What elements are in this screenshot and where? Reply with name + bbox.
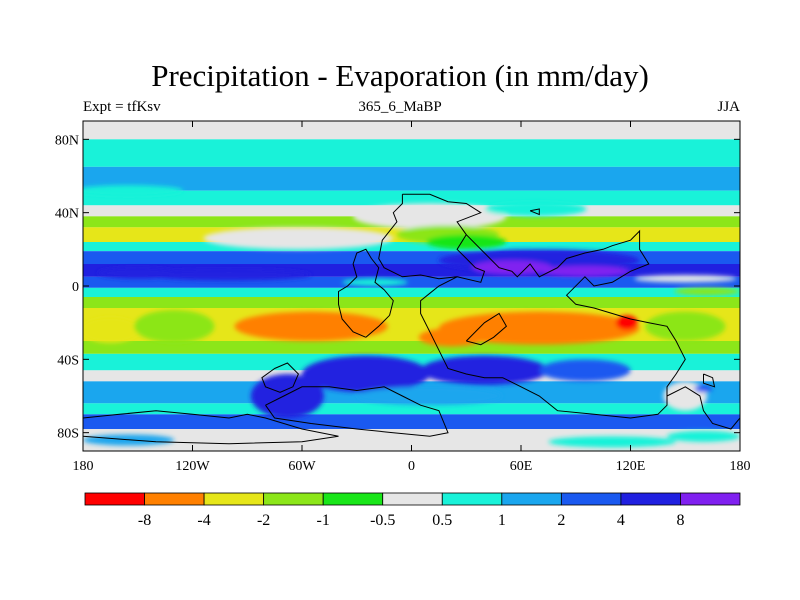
x-tick-label-0: 180	[73, 459, 94, 474]
colorbar-swatch-6	[441, 492, 503, 506]
field-blob-25	[356, 386, 503, 406]
field-blob-2	[484, 201, 587, 217]
colorbar-label-4: -0.5	[370, 512, 395, 529]
coastlines	[83, 193, 740, 445]
colorbar-swatch-7	[501, 492, 562, 506]
coastline-7	[666, 386, 740, 430]
coastline-8	[703, 373, 716, 388]
field-blob-22	[420, 355, 549, 386]
coastline-9	[529, 208, 540, 216]
colorbar-swatch-4	[322, 492, 384, 506]
lat-band-10	[83, 276, 740, 288]
field-blob-7	[471, 260, 553, 275]
colorbar-swatch-1	[144, 492, 205, 506]
lat-band-7	[83, 242, 740, 252]
field-blob-19	[134, 309, 215, 343]
field-blob-20	[645, 311, 726, 342]
colorbar-swatch-5	[382, 492, 443, 506]
pe-field	[83, 121, 740, 451]
coastline-4	[265, 386, 449, 437]
y-tick-label-4: 80S	[57, 427, 79, 442]
lat-band-11	[83, 287, 740, 297]
colorbar: -8 -4 -2 -1 -0.5 0.5 1 2 4 8	[84, 492, 741, 529]
y-tick-label-2: 0	[72, 280, 79, 295]
lat-band-18	[83, 403, 740, 415]
lat-band-12	[83, 297, 740, 308]
colorbar-label-5: 0.5	[432, 512, 452, 529]
lat-band-14	[83, 341, 740, 354]
colorbar-swatch-9	[620, 492, 681, 506]
field-blob-17	[418, 328, 485, 347]
coastline-0	[378, 193, 486, 283]
field-blob-27	[548, 436, 677, 448]
field-anomalies	[83, 185, 740, 448]
x-tick-label-3: 0	[408, 459, 415, 474]
coastline-5	[83, 410, 339, 445]
x-tick-label-1: 120W	[175, 459, 210, 474]
lat-band-1	[83, 139, 740, 167]
lat-band-2	[83, 166, 740, 191]
colorbar-label-9: 8	[676, 512, 684, 529]
y-tick-label-0: 80N	[55, 133, 79, 148]
field-blob-11	[634, 275, 737, 283]
colorbar-label-1: -4	[197, 512, 210, 529]
time-label: 365_6_MaBP	[358, 99, 442, 115]
colorbar-swatch-8	[560, 492, 622, 506]
coastline-6	[261, 362, 299, 393]
experiment-label: Expt = tfKsv	[83, 99, 161, 115]
colorbar-swatch-0	[84, 492, 145, 506]
field-blob-18	[83, 317, 140, 343]
field-blob-21	[302, 355, 430, 393]
colorbar-label-0: -8	[138, 512, 151, 529]
colorbar-label-7: 2	[557, 512, 565, 529]
field-blob-30	[694, 385, 713, 393]
coastline-2	[338, 248, 394, 338]
x-tick-label-2: 60W	[288, 459, 316, 474]
lat-band-19	[83, 414, 740, 429]
field-blob-12	[674, 287, 740, 296]
field-blob-3	[83, 185, 184, 197]
field-blob-5	[426, 234, 507, 250]
field-blob-9	[146, 269, 312, 281]
colorbar-label-6: 1	[498, 512, 506, 529]
y-tick-label-1: 40N	[55, 207, 79, 222]
y-axis: 80N 40N 0 40S 80S	[55, 133, 740, 442]
field-blob-14	[234, 311, 388, 342]
x-axis: 180 120W 60W 0 60E 120E 180	[73, 121, 751, 474]
x-tick-label-5: 120E	[616, 459, 646, 474]
lat-band-0	[83, 121, 740, 140]
field-blob-1	[353, 203, 507, 230]
field-blob-10	[97, 267, 178, 279]
y-tick-label-3: 40S	[57, 353, 79, 368]
colorbar-label-3: -1	[317, 512, 330, 529]
colorbar-swatch-10	[680, 492, 741, 506]
colorbar-swatch-3	[263, 492, 324, 506]
field-blob-0	[203, 227, 394, 250]
chart-title: Precipitation - Evaporation (in mm/day)	[151, 58, 649, 93]
field-blob-24	[250, 374, 324, 418]
colorbar-label-8: 4	[617, 512, 625, 529]
field-blob-23	[539, 359, 631, 382]
colorbar-swatch-2	[203, 492, 265, 506]
x-tick-label-6: 180	[730, 459, 751, 474]
x-tick-label-4: 60E	[510, 459, 533, 474]
colorbar-label-2: -2	[257, 512, 270, 529]
coastline-3	[465, 312, 508, 346]
lat-band-3	[83, 190, 740, 206]
field-blob-8	[539, 265, 631, 277]
season-label: JJA	[717, 99, 740, 115]
coastline-1	[420, 229, 686, 419]
field-blob-28	[667, 430, 740, 442]
